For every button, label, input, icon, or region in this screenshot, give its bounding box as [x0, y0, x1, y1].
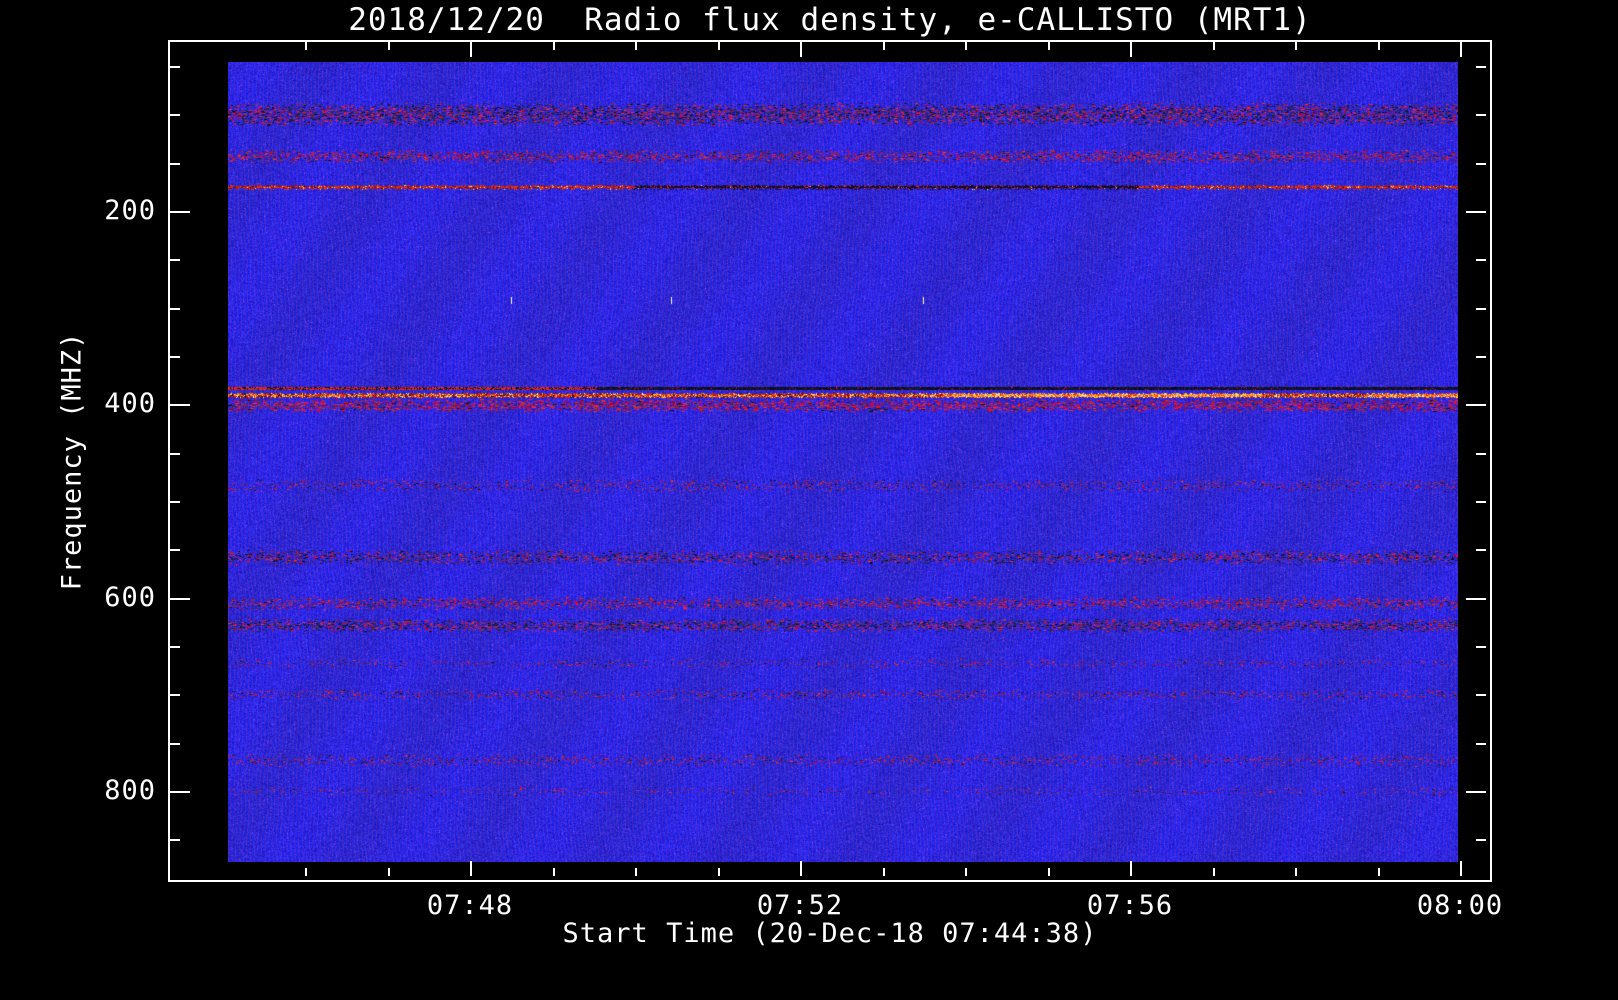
left-tick: [170, 742, 180, 745]
top-tick: [1377, 42, 1380, 50]
y-tick-label: 800: [104, 775, 156, 806]
top-tick: [305, 42, 307, 50]
top-tick: [635, 42, 637, 50]
left-tick: [170, 404, 190, 407]
left-tick: [170, 791, 190, 793]
right-tick: [1476, 162, 1486, 165]
bottom-tick: [1295, 868, 1297, 876]
x-axis-label: Start Time (20-Dec-18 07:44:38): [562, 918, 1098, 949]
top-tick: [1212, 42, 1215, 50]
right-tick: [1466, 404, 1486, 407]
left-tick: [170, 307, 180, 310]
left-tick: [170, 501, 180, 503]
top-tick: [882, 42, 885, 50]
bottom-tick: [1047, 868, 1050, 876]
top-tick: [1130, 42, 1132, 57]
bottom-tick: [387, 868, 390, 876]
left-tick: [170, 839, 180, 842]
top-tick: [1047, 42, 1050, 50]
bottom-tick: [800, 861, 802, 876]
bottom-tick: [1377, 868, 1380, 876]
left-tick: [170, 646, 180, 648]
x-tick-label: 07:56: [1086, 890, 1174, 921]
left-tick: [170, 597, 190, 600]
top-tick: [965, 42, 967, 50]
top-tick: [552, 42, 555, 50]
spectrogram-canvas: [228, 62, 1458, 862]
right-tick: [1476, 501, 1486, 503]
right-tick: [1476, 259, 1486, 262]
left-tick: [170, 549, 180, 552]
plot-frame: [168, 40, 1492, 882]
bottom-tick: [717, 868, 720, 876]
left-tick: [170, 694, 180, 697]
chart-title: 2018/12/20 Radio flux density, e-CALLIST…: [348, 2, 1312, 38]
top-tick: [1460, 42, 1462, 57]
left-tick: [170, 259, 180, 262]
left-tick: [170, 211, 190, 213]
bottom-tick: [965, 868, 967, 876]
right-tick: [1476, 66, 1486, 68]
right-tick: [1476, 114, 1486, 117]
bottom-tick: [882, 868, 885, 876]
top-tick: [1295, 42, 1297, 50]
x-tick-label: 08:00: [1416, 890, 1504, 921]
right-tick: [1476, 742, 1486, 745]
right-tick: [1476, 307, 1486, 310]
right-tick: [1476, 694, 1486, 697]
right-tick: [1466, 597, 1486, 600]
right-tick: [1476, 356, 1486, 358]
bottom-tick: [552, 868, 555, 876]
top-tick: [800, 42, 802, 57]
y-tick-label: 400: [104, 388, 156, 420]
top-tick: [470, 42, 472, 57]
bottom-tick: [305, 868, 307, 876]
bottom-tick: [1460, 861, 1462, 876]
bottom-tick: [635, 868, 637, 876]
left-tick: [170, 356, 180, 358]
right-tick: [1476, 549, 1486, 552]
left-tick: [170, 66, 180, 68]
y-tick-label: 200: [104, 195, 156, 226]
right-tick: [1476, 839, 1486, 842]
x-tick-label: 07:48: [426, 890, 514, 921]
right-tick: [1476, 646, 1486, 648]
bottom-tick: [470, 861, 472, 876]
left-tick: [170, 452, 180, 455]
top-tick: [717, 42, 720, 50]
top-tick: [387, 42, 390, 50]
x-tick-label: 07:52: [756, 890, 844, 921]
right-tick: [1476, 452, 1486, 455]
bottom-tick: [1130, 861, 1132, 876]
left-tick: [170, 114, 180, 117]
right-tick: [1466, 791, 1486, 793]
y-tick-label: 600: [104, 581, 156, 613]
right-tick: [1466, 211, 1486, 213]
bottom-tick: [1212, 868, 1215, 876]
left-tick: [170, 162, 180, 165]
